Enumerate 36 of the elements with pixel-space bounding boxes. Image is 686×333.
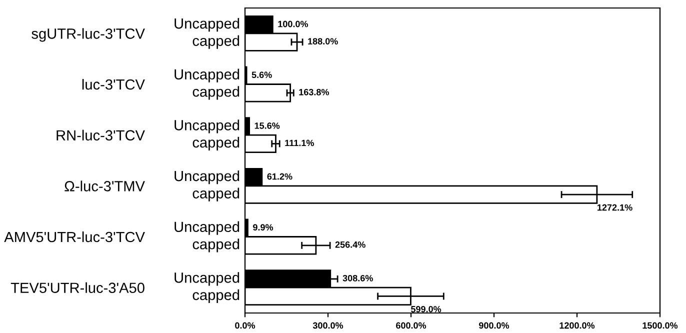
data-label: 256.4% xyxy=(335,241,366,248)
text: Uncapped xyxy=(174,221,240,235)
x-tick-label: 900.0% xyxy=(479,322,510,329)
data-label: 308.6% xyxy=(342,274,373,282)
data-label: 100.0% xyxy=(278,20,308,28)
y-tick-label: AMV5'UTR-luc-3'TCV xyxy=(4,231,145,242)
y-tick-label: Ω-luc-3'TMV xyxy=(64,180,145,192)
data-label: 1272.1% xyxy=(598,204,632,211)
y-tick-label: RN-luc-3'TCV xyxy=(56,130,145,141)
text: Uncapped xyxy=(174,170,240,184)
data-label: 5.6% xyxy=(252,72,272,78)
y-tick-label: TEV5'UTR-luc-3'A50 xyxy=(10,282,144,294)
y-tick-label: sgUTR-luc-3'TCV xyxy=(32,28,145,42)
x-tick-label: 300.0% xyxy=(312,322,344,329)
text: Uncapped xyxy=(174,272,240,286)
data-label: 163.8% xyxy=(299,88,329,96)
series-label: capped xyxy=(192,35,240,49)
text: capped xyxy=(192,86,240,100)
data-label: 188.0% xyxy=(308,38,338,44)
data-label: 15.6% xyxy=(254,122,280,129)
series-label: Uncapped xyxy=(174,18,240,32)
text: Uncapped xyxy=(174,120,240,134)
x-tick-label: 600.0% xyxy=(396,322,426,329)
text: capped xyxy=(192,289,240,304)
text: Uncapped xyxy=(174,68,240,82)
x-tick-label: 1200.0% xyxy=(560,322,595,329)
x-tick-label: 1500.0% xyxy=(642,322,678,329)
y-tick-label: luc-3'TCV xyxy=(82,78,145,90)
x-tick-label: 0.0% xyxy=(235,322,256,329)
text: capped xyxy=(192,136,240,151)
data-label: 599.0% xyxy=(411,306,442,312)
text: capped xyxy=(192,188,240,202)
text: capped xyxy=(192,238,240,252)
data-label: 111.1% xyxy=(285,140,314,146)
data-label: 61.2% xyxy=(267,173,292,180)
data-label: 9.9% xyxy=(253,224,274,231)
